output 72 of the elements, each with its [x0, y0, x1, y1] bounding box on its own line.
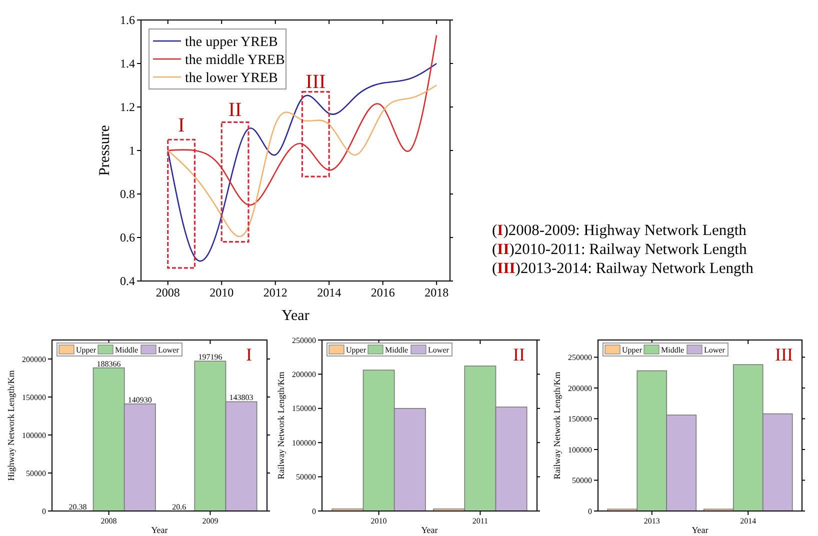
legend-label: Lower: [428, 345, 450, 354]
legend-label: Middle: [115, 345, 139, 354]
x-axis-title: Year: [282, 308, 310, 324]
x-tick-label: 2018: [424, 286, 449, 300]
annotation: III: [306, 70, 326, 93]
legend-label: Lower: [158, 345, 180, 354]
x-tick-label: 2016: [370, 286, 395, 300]
x-axis-title: Year: [421, 525, 438, 535]
y-tick-label: 150000: [22, 392, 46, 402]
legend-label: the middle YREB: [185, 52, 285, 68]
y-tick-label: 1: [129, 144, 135, 158]
legend-label: Upper: [622, 345, 642, 354]
y-tick-label: 50000: [26, 468, 46, 478]
legend-label: Upper: [346, 345, 366, 354]
x-tick-label: 2008: [156, 286, 180, 300]
x-tick-label: 2014: [317, 286, 342, 300]
y-tick-label: 1.4: [120, 56, 135, 71]
text: (II)2010-2011: Railway Network Length: [492, 241, 747, 258]
y-tick-label: 1.6: [120, 13, 135, 28]
data-label: 20.38: [68, 502, 87, 512]
y-tick-label: 250000: [568, 353, 592, 362]
x-tick-label: 2010: [210, 286, 234, 300]
y-tick-label: 50000: [572, 476, 592, 486]
y-tick-label: 0: [42, 506, 46, 516]
y-axis-title: Railway Network Length/Km: [276, 372, 286, 480]
data-label: 197196: [198, 352, 222, 362]
y-tick-label: 0: [588, 506, 592, 516]
y-tick-label: 1.2: [120, 100, 135, 114]
x-tick-label: 2013: [644, 516, 660, 526]
data-label: 20.6: [172, 502, 186, 512]
y-tick-label: 200000: [22, 354, 46, 364]
y-tick-label: 0: [312, 506, 316, 516]
y-tick-label: 0.8: [120, 187, 135, 202]
y-tick-label: 150000: [568, 414, 592, 424]
legend-label: Middle: [385, 345, 409, 354]
legend-label: Lower: [704, 345, 726, 354]
data-label: 143803: [229, 393, 254, 402]
y-tick-label: 100000: [22, 430, 46, 440]
y-tick-label: 0.6: [120, 230, 135, 245]
text: (III)2013-2014: Railway Network Length: [492, 260, 754, 277]
x-axis-title: Year: [151, 525, 168, 535]
text: (I)2008-2009: Highway Network Length: [492, 222, 747, 239]
y-tick-label: 100000: [292, 438, 316, 448]
x-tick-label: 2009: [202, 516, 218, 526]
y-tick-label: 0.4: [120, 274, 135, 288]
y-tick-label: 250000: [292, 336, 316, 345]
x-tick-label: 2008: [100, 516, 117, 526]
annotation: I: [178, 114, 185, 136]
legend-label: the lower YREB: [185, 70, 278, 86]
y-tick-label: 150000: [292, 404, 316, 414]
x-tick-label: 2010: [370, 516, 387, 526]
y-axis-title: Highway Network Length/Km: [6, 370, 16, 481]
text: II: [513, 344, 525, 364]
y-tick-label: 200000: [292, 370, 316, 379]
x-tick-label: 2014: [740, 516, 756, 526]
legend-label: the upper YREB: [185, 34, 278, 50]
y-tick-label: 100000: [568, 445, 592, 454]
legend-label: Middle: [661, 345, 685, 354]
line-series: [167, 34, 438, 206]
data-label: 140930: [128, 395, 152, 404]
y-axis-title: Pressure: [97, 124, 113, 176]
text: I: [246, 344, 252, 364]
text: III: [775, 344, 793, 364]
data-label: 188366: [96, 359, 121, 368]
x-tick-label: 2011: [472, 516, 488, 526]
y-tick-label: 200000: [568, 384, 592, 393]
annotation: II: [228, 99, 242, 122]
y-axis-title: Railway Network Length/Km: [552, 372, 562, 480]
legend-label: Upper: [76, 345, 96, 354]
x-axis-title: Year: [692, 525, 708, 535]
y-tick-label: 50000: [296, 472, 316, 482]
x-tick-label: 2012: [263, 286, 288, 300]
